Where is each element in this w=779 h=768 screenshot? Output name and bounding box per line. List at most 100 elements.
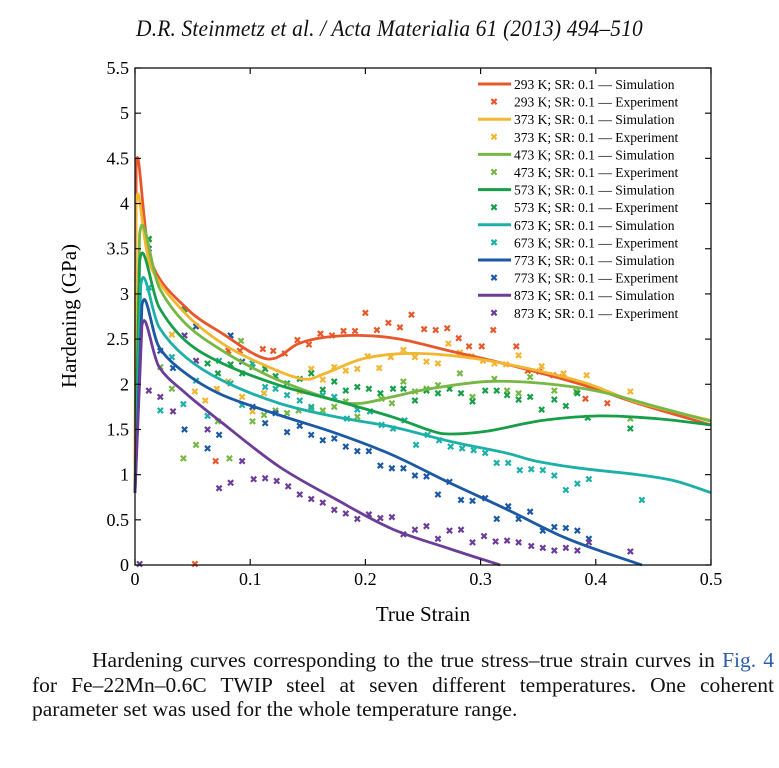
experiment-point [201,397,209,404]
experiment-point [562,524,570,532]
experiment-point [319,386,327,394]
experiment-point [423,522,430,530]
x-tick-label: 0.5 [700,569,723,589]
experiment-point [296,491,304,498]
experiment-point [457,526,465,534]
legend-simulation-label: 673 K; SR: 0.1 — Simulation [514,218,675,233]
experiment-point [585,539,593,546]
simulation-curve [133,251,712,493]
experiment-point [492,538,499,545]
experiment-point [212,457,220,465]
simulation-curve [133,298,643,567]
experiment-point [169,408,177,415]
experiment-point [603,399,611,407]
experiment-point [249,417,256,425]
experiment-point [550,387,558,394]
experiment-point [481,449,489,457]
y-tick-label: 0.5 [107,510,130,530]
x-tick-label: 0.1 [239,569,262,589]
experiment-point [432,326,440,334]
experiment-point [411,353,419,361]
experiment-point [294,336,301,344]
experiment-point [469,497,476,505]
experiment-point [168,331,176,338]
experiment-point [317,330,324,338]
experiment-point [307,495,315,503]
experiment-point [156,407,164,414]
experiment-point [465,342,473,350]
experiment-point [353,515,361,523]
experiment-point [373,326,381,334]
experiment-point [400,378,407,385]
series-873k [136,332,634,568]
experiment-point [376,514,384,522]
experiment-point [503,537,511,544]
experiment-point [457,496,465,504]
experiment-point [411,526,419,534]
experiment-point [562,544,570,552]
experiment-point [261,419,269,427]
hardening-chart: 0 0.1 0.2 0.3 0.4 0.5 0 0.5 1 1.5 2 2.5 3 3.5 4 4.5 5 5.5… [57,58,723,626]
experiment-point [330,506,338,514]
experiment-point [204,426,211,433]
experiment-point [226,454,233,462]
experiment-point [136,560,143,568]
experiment-point [434,389,442,397]
experiment-point [330,378,338,385]
experiment-point [527,542,535,550]
simulation-curve [133,192,712,493]
experiment-point [538,362,546,370]
experiment-point [458,445,466,452]
experiment-point [443,324,451,332]
experiment-point [469,539,476,546]
legend-experiment-swatch [490,168,498,176]
axis-ticks: 0 0.1 0.2 0.3 0.4 0.5 0 0.5 1 1.5 2 2.5 3 3.5 4 4.5 5 5.5 [107,58,723,589]
experiment-point [446,527,453,535]
y-tick-label: 5.5 [107,58,130,78]
experiment-point [180,454,187,462]
experiment-point [455,334,463,342]
experiment-point [215,484,223,492]
x-tick-label: 0.4 [585,569,608,589]
experiment-point [376,462,384,469]
experiment-point [481,387,489,394]
experiment-point [145,387,153,394]
experiment-point [447,443,455,451]
legend-simulation-label: 773 K; SR: 0.1 — Simulation [514,253,675,268]
legend-simulation-label: 293 K; SR: 0.1 — Simulation [514,77,675,92]
experiment-point [156,393,164,401]
experiment-point [626,425,634,432]
experiment-point [353,447,361,455]
legend-experiment-label: 293 K; SR: 0.1 — Experiment [514,95,678,110]
experiment-point [272,385,279,393]
experiment-point [342,510,350,517]
experiment-point [457,389,465,397]
experiment-point [388,399,396,407]
x-axis-label: True Strain [376,602,471,626]
plot-frame [134,67,712,566]
experiment-point [319,376,327,384]
figure-link[interactable]: Fig. 4 [722,648,774,672]
y-tick-label: 2.5 [107,329,130,349]
legend-experiment-swatch [490,133,498,141]
legend-experiment-swatch [490,239,498,246]
experiment-point [215,431,223,439]
legend-experiment-swatch [490,309,498,317]
experiment-point [423,358,430,366]
experiment-point [180,400,187,408]
experiment-point [626,548,634,555]
y-tick-label: 4 [120,194,129,214]
experiment-point [342,367,350,375]
experiment-point [526,508,534,516]
experiment-point [400,346,407,354]
experiment-point [319,499,327,507]
experiment-point [516,466,524,474]
simulation-curve [133,156,712,493]
experiment-point [411,397,419,404]
experiment-point [573,480,581,488]
experiment-point [238,393,246,401]
experiment-point [375,364,383,372]
experiment-point [469,398,476,405]
legend-experiment-label: 873 K; SR: 0.1 — Experiment [514,306,678,321]
experiment-point [191,560,199,568]
